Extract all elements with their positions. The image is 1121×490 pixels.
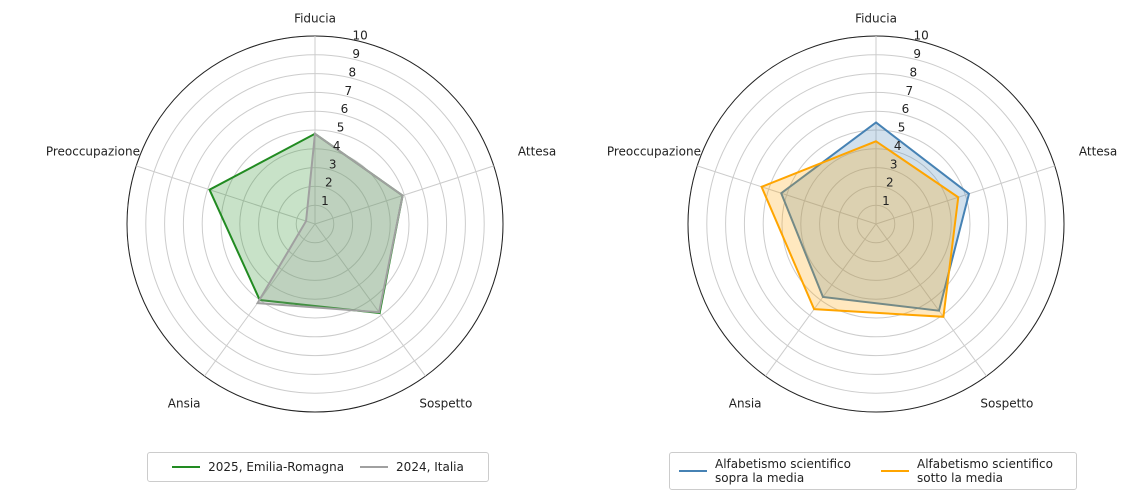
legend-swatch [679, 470, 707, 472]
r-tick-label: 5 [337, 121, 345, 135]
spoke [875, 223, 987, 377]
spoke [136, 165, 316, 225]
series-area [781, 122, 969, 311]
legend-item: 2024, Italia [360, 460, 464, 474]
r-tick-label: 4 [333, 139, 341, 153]
r-tick-label: 8 [909, 65, 917, 79]
legend-swatch [881, 470, 909, 472]
r-tick-label: 10 [352, 29, 367, 43]
spoke [314, 165, 494, 225]
series-area [209, 133, 403, 313]
legend-item: Alfabetismo scientifico sotto la media [881, 457, 1067, 485]
legend-swatch [172, 466, 201, 468]
r-tick-label: 5 [898, 121, 906, 135]
r-tick-label: 7 [906, 84, 914, 98]
r-tick-label: 1 [882, 194, 890, 208]
axis-label: Fiducia [855, 12, 897, 26]
legend-label: 2024, Italia [396, 460, 464, 474]
radar-chart: Fiducia Attesa Sospetto Ansia Preoccupazione… [607, 12, 1117, 413]
axis-label: Preoccupazione [607, 144, 701, 158]
axis-label: Attesa [1079, 144, 1117, 158]
axis-label: Ansia [729, 397, 762, 411]
legend: Alfabetismo scientifico sopra la media Al… [669, 452, 1077, 490]
legend-label: 2025, Emilia-Romagna [208, 460, 345, 474]
legend-label: Alfabetismo scientifico sotto la media [917, 457, 1053, 485]
spoke [697, 165, 877, 225]
legend-swatch [360, 466, 389, 468]
legend-label: Alfabetismo scientifico sopra la media [715, 457, 851, 485]
axis-label: Ansia [168, 397, 201, 411]
r-tick-label: 2 [325, 176, 333, 190]
axis-label: Sospetto [980, 397, 1033, 411]
axis-label: Fiducia [294, 12, 336, 26]
r-tick-label: 4 [894, 139, 902, 153]
r-tick-label: 3 [329, 157, 337, 171]
spoke [314, 223, 426, 377]
legend-item: Alfabetismo scientifico sopra la media [679, 457, 865, 485]
r-tick-label: 1 [321, 194, 329, 208]
legend-item: 2025, Emilia-Romagna [172, 460, 344, 474]
series-area [761, 141, 959, 317]
r-tick-label: 9 [352, 47, 360, 61]
axis-label: Sospetto [419, 397, 472, 411]
radar-chart: Fiducia Attesa Sospetto Ansia Preoccupazione… [46, 12, 556, 413]
r-tick-label: 7 [345, 84, 353, 98]
r-tick-label: 8 [348, 65, 356, 79]
legend: 2025, Emilia-Romagna 2024, Italia [147, 452, 489, 482]
axis-label: Preoccupazione [46, 144, 140, 158]
spoke [765, 223, 877, 377]
r-tick-label: 3 [890, 157, 898, 171]
r-tick-label: 9 [913, 47, 921, 61]
r-tick-label: 10 [913, 29, 928, 43]
r-tick-label: 6 [341, 102, 349, 116]
series-line [780, 121, 971, 312]
series-line [760, 140, 960, 318]
r-tick-label: 2 [886, 176, 894, 190]
series-line [255, 131, 404, 314]
r-tick-label: 6 [902, 102, 910, 116]
series-area [257, 133, 403, 313]
axis-label: Attesa [518, 144, 556, 158]
spoke [875, 165, 1055, 225]
